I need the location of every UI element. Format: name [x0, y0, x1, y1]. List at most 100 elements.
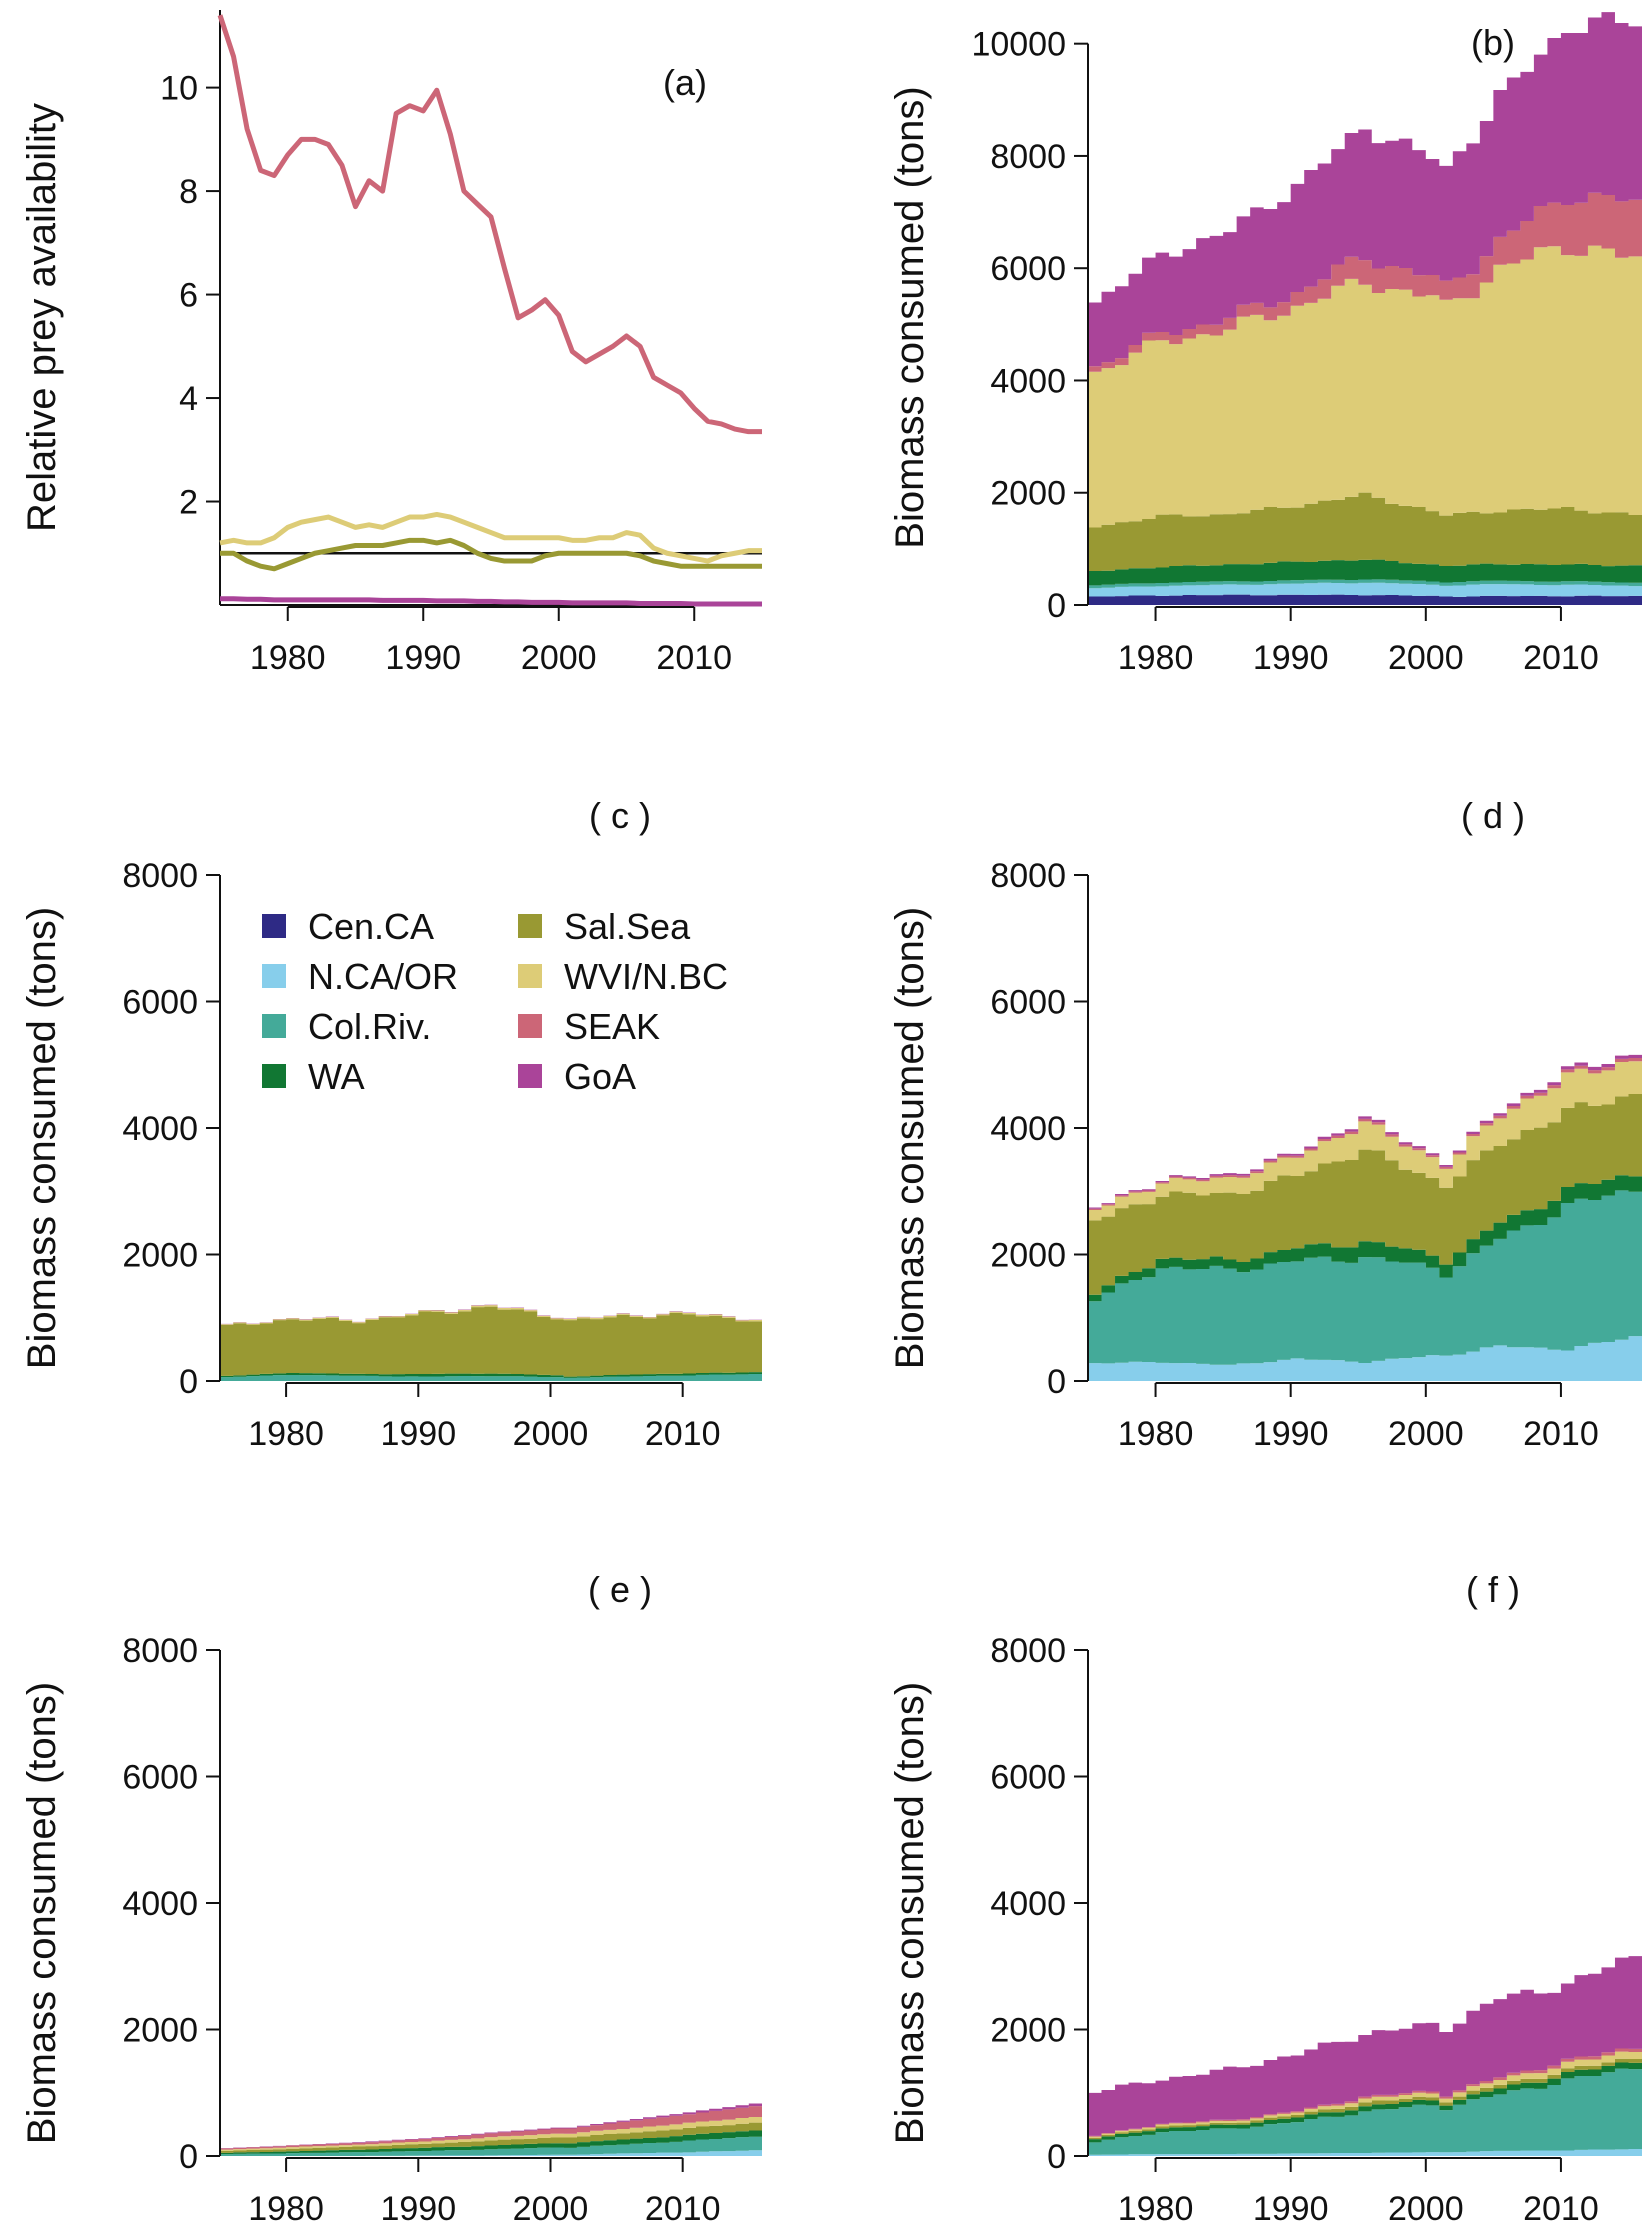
panel-c-y-tick-label: 6000 — [122, 984, 198, 1022]
legend-swatch — [518, 1064, 542, 1088]
panel-b-area-colriv — [1088, 579, 1642, 589]
panel-c-y-tick-label: 2000 — [122, 1237, 198, 1275]
panel-d-area-salsea — [1088, 1093, 1642, 1295]
panel-b-y-tick-label: 10000 — [971, 26, 1066, 64]
panel-a: 2 4 6 8 10 1980 1990 2000 2010 Relative prey avai… — [20, 10, 762, 677]
panel-f-area-wa — [1088, 2062, 1642, 2143]
panel-f-y-tick-label: 2000 — [990, 2012, 1066, 2050]
panel-d-area-wa — [1088, 1175, 1642, 1302]
panel-a-series-goa — [220, 596, 762, 607]
panel-f-y-tick-label: 8000 — [990, 1632, 1066, 1670]
panel-c-label: ( c ) — [589, 795, 651, 836]
panel-f-y-tick-label: 0 — [1047, 2138, 1066, 2176]
panel-b-y-axis-title: Biomass consumed (tons) — [888, 86, 932, 548]
panel-f-area-ncaor — [1088, 2148, 1642, 2156]
panel-a-y-tick-label: 6 — [179, 277, 198, 315]
legend-swatch — [262, 964, 286, 988]
panel-e-area-ncaor — [220, 2150, 762, 2156]
panel-c-y-tick-label: 0 — [179, 1363, 198, 1401]
panel-e-y-axis-title: Biomass consumed (tons) — [20, 1682, 64, 2144]
panel-b-label: (b) — [1471, 22, 1515, 63]
panel-d-y-tick-label: 6000 — [990, 984, 1066, 1022]
panel-d-area-colriv — [1088, 1190, 1642, 1365]
panel-a-y-axis-title: Relative prey availability — [20, 103, 64, 532]
panel-e-x-tick-label: 2000 — [513, 2190, 589, 2228]
legend: Cen.CA N.CA/OR Col.Riv. WA Sal.Sea WVI/N.BC SE… — [262, 906, 728, 1097]
panel-d-area-wvinbc — [1088, 1061, 1642, 1221]
panel-a-label: (a) — [663, 62, 707, 103]
panel-d-x-tick-label: 1980 — [1118, 1415, 1194, 1453]
legend-swatch — [518, 964, 542, 988]
panel-b-area-cenca — [1088, 594, 1642, 605]
panel-c-y-axis-title: Biomass consumed (tons) — [20, 907, 64, 1369]
panel-d-x-tick-label: 2000 — [1388, 1415, 1464, 1453]
panel-e-area-salsea — [220, 2122, 762, 2153]
panel-a-x-tick-label: 2000 — [521, 639, 597, 677]
panel-c-y-tick-label: 4000 — [122, 1110, 198, 1148]
legend-swatch — [262, 914, 286, 938]
legend-label: Cen.CA — [308, 906, 434, 947]
panel-b-area-salsea — [1088, 492, 1642, 572]
panel-a-x-tick-label: 1990 — [385, 639, 461, 677]
panel-c-y-tick-label: 8000 — [122, 857, 198, 895]
legend-label: Sal.Sea — [564, 906, 691, 947]
panel-f-area-wvinbc — [1088, 2051, 1642, 2138]
panel-d-y-tick-label: 0 — [1047, 1363, 1066, 1401]
panel-e-area-colriv — [220, 2136, 762, 2156]
panel-f-x-tick-label: 1980 — [1118, 2190, 1194, 2228]
panel-d: 0 2000 4000 6000 8000 1980 1990 2000 2010 Biomass… — [888, 795, 1642, 1453]
legend-swatch — [262, 1014, 286, 1038]
panel-e-x-tick-label: 1990 — [380, 2190, 456, 2228]
panel-d-y-tick-label: 4000 — [990, 1110, 1066, 1148]
panel-b-area-wa — [1088, 559, 1642, 586]
panel-b-x-tick-label: 1990 — [1253, 639, 1329, 677]
legend-label: Col.Riv. — [308, 1006, 431, 1047]
panel-c-area-colriv — [220, 1373, 762, 1381]
panel-f-y-tick-label: 6000 — [990, 1759, 1066, 1797]
panel-f-area-salsea — [1088, 2058, 1642, 2140]
panel-b: 0 2000 4000 6000 8000 10000 1980 1990 2000 2010 Bi… — [888, 12, 1642, 677]
panel-e: 0 2000 4000 6000 8000 1980 1990 2000 2010 Biomass… — [20, 1569, 762, 2228]
panel-c-x-tick-label: 2000 — [513, 1415, 589, 1453]
panel-f-y-tick-label: 4000 — [990, 1885, 1066, 1923]
panel-b-y-tick-label: 2000 — [990, 475, 1066, 513]
panel-a-x-tick-label: 1980 — [250, 639, 326, 677]
panel-c-x-tick-label: 1990 — [380, 1415, 456, 1453]
panel-c: 0 2000 4000 6000 8000 1980 1990 2000 2010 Biomass… — [20, 795, 762, 1453]
panel-d-y-tick-label: 2000 — [990, 1237, 1066, 1275]
panel-b-y-tick-label: 8000 — [990, 138, 1066, 176]
panel-a-y-tick-label: 4 — [179, 380, 198, 418]
legend-label: GoA — [564, 1056, 636, 1097]
legend-swatch — [262, 1064, 286, 1088]
panel-f-y-axis-title: Biomass consumed (tons) — [888, 1682, 932, 2144]
panel-b-y-tick-label: 4000 — [990, 362, 1066, 400]
panel-a-y-tick-label: 10 — [160, 70, 198, 108]
panel-f-area-colriv — [1088, 2068, 1642, 2155]
panel-a-y-tick-label: 2 — [179, 484, 198, 522]
panel-d-label: ( d ) — [1461, 795, 1525, 836]
panel-d-area-ncaor — [1088, 1336, 1642, 1381]
panel-d-y-axis-title: Biomass consumed (tons) — [888, 907, 932, 1369]
panel-d-x-tick-label: 1990 — [1253, 1415, 1329, 1453]
panel-f: 0 2000 4000 6000 8000 1980 1990 2000 2010 Biomass… — [888, 1569, 1642, 2228]
panel-e-y-tick-label: 2000 — [122, 2012, 198, 2050]
panel-f-area-seak — [1088, 2048, 1642, 2137]
legend-swatch — [518, 914, 542, 938]
panel-c-x-tick-label: 2010 — [645, 1415, 721, 1453]
panel-f-area-goa — [1088, 1956, 1642, 2136]
panel-b-area-seak — [1088, 192, 1642, 372]
panel-e-y-tick-label: 0 — [179, 2138, 198, 2176]
panel-a-series-salsea — [220, 537, 762, 572]
panel-b-area-wvinbc — [1088, 245, 1642, 528]
legend-swatch — [518, 1014, 542, 1038]
panel-e-y-tick-label: 8000 — [122, 1632, 198, 1670]
panel-b-y-tick-label: 0 — [1047, 587, 1066, 625]
legend-label: WA — [308, 1056, 365, 1097]
panel-c-area-wa — [220, 1372, 762, 1378]
panel-f-x-tick-label: 2000 — [1388, 2190, 1464, 2228]
panel-e-x-tick-label: 1980 — [248, 2190, 324, 2228]
panel-a-series-wvinbc — [219, 511, 762, 564]
panel-e-y-tick-label: 4000 — [122, 1885, 198, 1923]
panel-d-y-tick-label: 8000 — [990, 857, 1066, 895]
